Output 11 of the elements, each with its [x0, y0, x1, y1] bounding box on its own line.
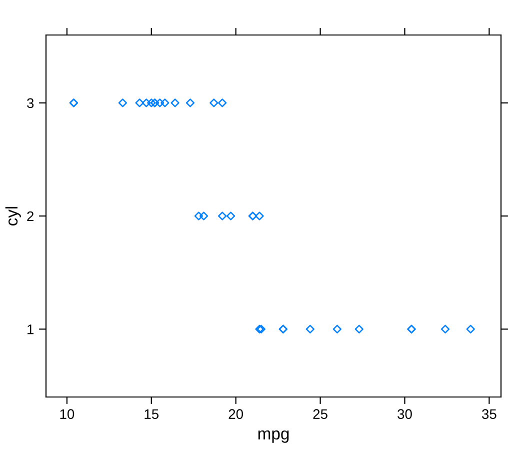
x-tick-label: 35	[482, 409, 496, 420]
y-axis-title: cyl	[5, 206, 21, 226]
x-tick-label: 30	[398, 409, 412, 420]
x-tick-label: 25	[313, 409, 328, 420]
y-tick-label: 2	[27, 211, 34, 222]
y-tick-label: 1	[28, 324, 34, 334]
y-tick-label: 3	[27, 98, 34, 108]
x-tick-label: 15	[144, 409, 159, 420]
x-tick-label: 20	[228, 409, 244, 420]
x-axis-title: mpg	[258, 430, 289, 443]
x-tick-label: 10	[60, 409, 74, 420]
